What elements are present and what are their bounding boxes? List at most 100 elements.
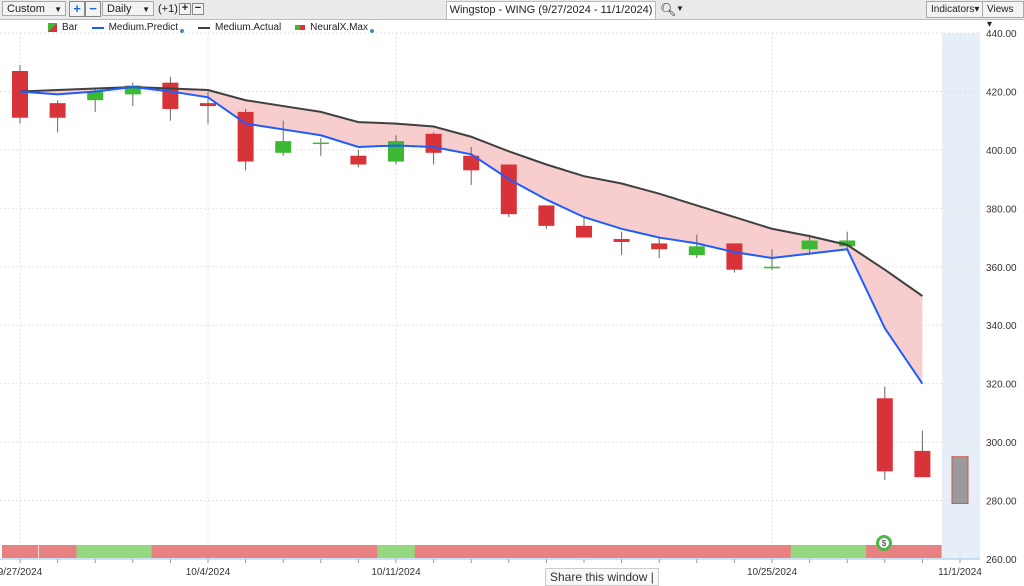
- offset-minus-button[interactable]: −: [192, 3, 204, 15]
- signal-segment: [565, 545, 604, 558]
- line-legend-icon: [198, 26, 211, 29]
- views-button[interactable]: Views ▾: [982, 1, 1024, 30]
- search-icon[interactable]: 🔍︎: [660, 2, 677, 17]
- y-tick-label: 280.00: [986, 497, 1017, 508]
- legend-actual: Medium.Actual: [198, 22, 281, 33]
- candle-body: [801, 240, 818, 250]
- x-tick-label: 9/27/2024: [0, 567, 43, 578]
- actual-line: [19, 86, 923, 297]
- y-tick-label: 360.00: [986, 263, 1017, 274]
- x-tick-label: 10/25/2024: [747, 567, 797, 578]
- candle-body: [651, 243, 668, 250]
- candle-body: [951, 456, 969, 504]
- indicators-label: Indicators: [931, 4, 975, 15]
- candle-body: [726, 243, 743, 270]
- signal-segment: [715, 545, 754, 558]
- signal-legend-icon: [295, 25, 306, 30]
- candle-body: [538, 205, 555, 226]
- signal-segment: [114, 545, 153, 558]
- legend-predict: Medium.Predict: [91, 22, 185, 33]
- signal-segment: [678, 545, 717, 558]
- y-tick-label: 320.00: [986, 380, 1017, 391]
- legend-label: Bar: [62, 22, 78, 33]
- candle-body: [388, 141, 404, 162]
- range-select[interactable]: Custom ▼: [2, 1, 66, 16]
- offset-label: (+1): [158, 3, 178, 15]
- indicators-button[interactable]: Indicators▾: [926, 1, 985, 18]
- legend-label: NeuralX.Max: [310, 22, 368, 33]
- dot-icon: [180, 28, 185, 33]
- legend-label: Medium.Predict: [108, 22, 179, 33]
- candle-body: [688, 246, 705, 256]
- candle-body: [12, 70, 28, 118]
- signal-segment: [151, 545, 190, 558]
- signal-segment: [264, 545, 303, 558]
- x-tick-label: 10/4/2024: [186, 567, 231, 578]
- chevron-down-icon: ▼: [54, 5, 62, 14]
- signal-segment: [753, 545, 792, 558]
- candle-body: [839, 240, 856, 247]
- candle-body: [425, 133, 442, 153]
- candle-body: [500, 164, 517, 215]
- signal-segment: [38, 545, 77, 558]
- chart-title-field[interactable]: Wingstop - WING (9/27/2024 - 11/1/2024): [446, 1, 656, 20]
- signal-segment: [828, 545, 867, 558]
- signal-segment: [490, 545, 529, 558]
- signal-segment: [903, 545, 942, 558]
- candle-body: [764, 266, 780, 269]
- signal-segment: [76, 545, 115, 558]
- signal-segment: [2, 545, 39, 558]
- candle-body: [162, 82, 179, 109]
- dollar-signal-icon-inner: [879, 538, 889, 548]
- y-tick-label: 300.00: [986, 438, 1017, 449]
- signal-segment: [414, 545, 453, 558]
- views-label: Views: [987, 4, 1014, 15]
- signal-segment: [339, 545, 378, 558]
- dot-icon: [369, 28, 374, 33]
- candle-body: [87, 91, 104, 101]
- candle-body: [914, 450, 931, 478]
- range-select-value: Custom: [7, 3, 45, 15]
- candle-body: [200, 103, 216, 107]
- y-tick-label: 260.00: [986, 555, 1017, 566]
- share-window-button[interactable]: Share this window |: [545, 568, 659, 586]
- signal-segment: [640, 545, 679, 558]
- line-legend-icon: [91, 26, 104, 29]
- y-tick-label: 440.00: [986, 29, 1017, 40]
- candle-body: [275, 141, 292, 153]
- candle-body: [312, 142, 329, 145]
- y-tick-label: 380.00: [986, 204, 1017, 215]
- y-tick-label: 340.00: [986, 321, 1017, 332]
- zoom-out-button[interactable]: −: [85, 1, 101, 17]
- predict-line: [19, 86, 924, 385]
- signal-segment: [226, 545, 265, 558]
- legend: Bar Medium.Predict Medium.Actual NeuralX…: [48, 22, 374, 33]
- y-tick-label: 400.00: [986, 146, 1017, 157]
- offset-plus-button[interactable]: +: [179, 3, 191, 15]
- candle-body: [49, 103, 66, 118]
- signal-segment: [527, 545, 566, 558]
- chevron-down-icon[interactable]: ▼: [676, 4, 684, 13]
- predict-actual-band: [20, 87, 923, 384]
- interval-select-value: Daily: [107, 3, 132, 15]
- legend-bar: Bar: [48, 22, 78, 33]
- signal-segment: [302, 545, 341, 558]
- signal-segment: [602, 545, 641, 558]
- signal-segment: [790, 545, 829, 558]
- candle-body: [350, 155, 367, 165]
- x-tick-label: 10/11/2024: [371, 567, 421, 578]
- legend-label: Medium.Actual: [215, 22, 282, 33]
- signal-segment: [189, 545, 228, 558]
- zoom-in-button[interactable]: +: [69, 1, 85, 17]
- legend-neuralx: NeuralX.Max: [295, 22, 374, 33]
- interval-select[interactable]: Daily ▼: [102, 1, 154, 16]
- candle-body: [463, 155, 480, 171]
- candle-body: [576, 225, 592, 238]
- candle-body: [124, 85, 141, 95]
- candle-body: [613, 239, 630, 242]
- toolbar: Custom ▼ + − Daily ▼ (+1) + − Wingstop - W…: [0, 0, 1024, 30]
- signal-segment: [866, 545, 905, 558]
- chevron-down-icon: ▼: [142, 5, 150, 14]
- y-tick-label: 420.00: [986, 87, 1017, 98]
